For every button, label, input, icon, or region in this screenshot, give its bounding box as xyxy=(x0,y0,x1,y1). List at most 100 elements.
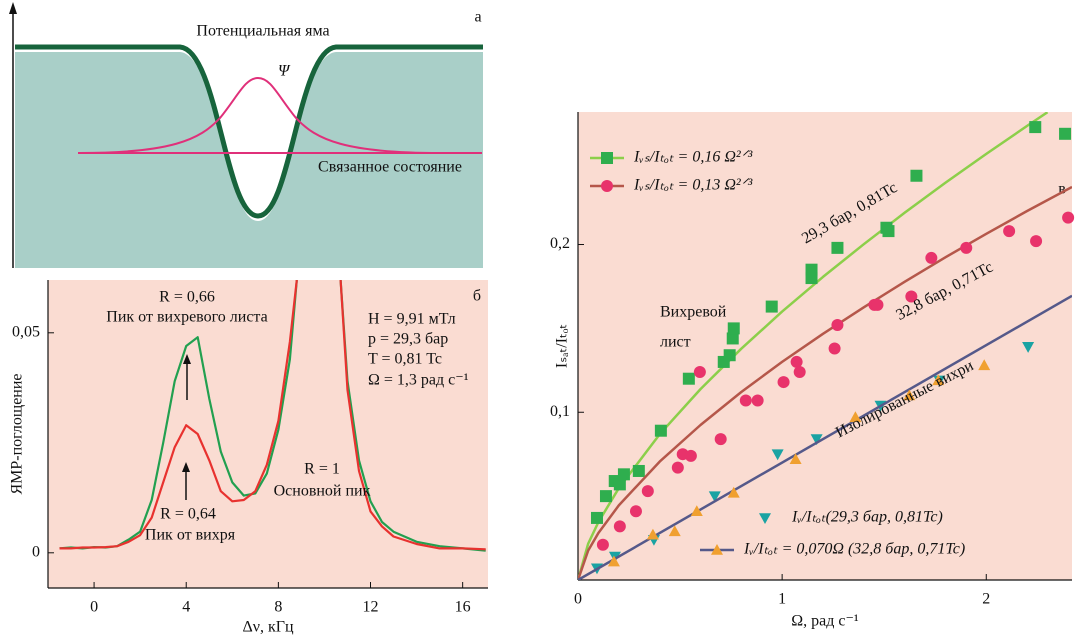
marker xyxy=(668,525,681,537)
marker xyxy=(777,376,790,389)
plot-area xyxy=(48,280,488,588)
legend-marker xyxy=(601,180,613,192)
axis-arrow xyxy=(9,2,17,14)
x-tick-label: 0 xyxy=(574,591,582,608)
fit-line xyxy=(578,294,1072,580)
x-tick-label: 8 xyxy=(274,599,282,616)
marker xyxy=(726,332,739,345)
wavefunction xyxy=(79,76,441,154)
marker xyxy=(1062,211,1075,224)
annotation: Основной пик xyxy=(274,483,371,500)
marker xyxy=(925,251,938,264)
arrow-head xyxy=(183,354,191,364)
state-label: Связанное состояние xyxy=(318,159,462,176)
marker xyxy=(723,349,736,362)
x-tick-label: 0 xyxy=(90,599,98,616)
y-axis-label: Iₛₐₜ/Iₜₒₜ xyxy=(554,324,571,368)
panel-a: Потенциальная яма а Ψ Связанное состояни… xyxy=(9,2,483,268)
marker xyxy=(871,298,884,311)
marker xyxy=(654,424,667,437)
marker xyxy=(599,490,612,503)
marker xyxy=(831,241,844,254)
marker xyxy=(751,394,764,407)
line xyxy=(59,280,486,551)
marker xyxy=(739,394,752,407)
y-tick-label: 0,2 xyxy=(550,235,570,252)
marker xyxy=(613,520,626,533)
marker xyxy=(1059,127,1072,140)
marker xyxy=(682,372,695,385)
x-axis-label: Δν, кГц xyxy=(242,619,294,636)
annotation: T = 0,81 Tc xyxy=(368,351,442,368)
legend-marker xyxy=(601,152,613,164)
marker xyxy=(960,241,973,254)
legend-label: Iᵥ/Iₜₒₜ = 0,070Ω (32,8 бар, 0,71Tc) xyxy=(743,541,965,558)
annotation: H = 9,91 мТл xyxy=(368,311,456,328)
arrows xyxy=(182,354,191,500)
marker xyxy=(671,461,684,474)
diagram-title: Потенциальная яма xyxy=(196,23,329,40)
marker xyxy=(789,453,802,465)
marker xyxy=(641,485,654,498)
fit-line xyxy=(578,185,1072,580)
y-tick-label: 0,05 xyxy=(12,323,40,340)
x-tick-label: 2 xyxy=(982,591,990,608)
marker xyxy=(831,319,844,332)
marker xyxy=(1030,235,1043,248)
x-axis-label: Ω, рад с⁻¹ xyxy=(791,613,859,630)
legend-label: Iᵥₛ/Iₜₒₜ = 0,16 Ω²ᐟ³ xyxy=(633,149,752,166)
plot-area xyxy=(578,112,1072,580)
legend-marker xyxy=(759,513,771,524)
x-tick-label: 16 xyxy=(455,599,471,616)
marker xyxy=(727,322,740,335)
marker xyxy=(905,290,918,303)
fit-line xyxy=(578,112,1049,580)
marker xyxy=(708,491,721,503)
annotation: R = 0,66 xyxy=(159,289,215,306)
y-axis-label: ЯМР-поглощение xyxy=(9,373,26,494)
marker xyxy=(790,355,803,368)
annotation: R = 1 xyxy=(304,461,340,478)
marker xyxy=(608,551,621,563)
marker xyxy=(910,169,923,182)
legend-label: Iᵥ/Iₜₒₜ(29,3 бар, 0,81Tc) xyxy=(791,509,943,526)
y-tick-label: 0 xyxy=(32,543,40,560)
marker xyxy=(693,366,706,378)
annotation: Пик от вихревого листа xyxy=(106,309,267,326)
marker xyxy=(714,433,727,446)
panel-label: в xyxy=(1058,181,1066,198)
marker xyxy=(727,486,740,498)
marker xyxy=(810,434,823,446)
legend-label: Iᵥₛ/Iₜₒₜ = 0,13 Ω²ᐟ³ xyxy=(633,177,752,194)
marker xyxy=(1022,342,1035,353)
annotation: Пик от вихря xyxy=(145,527,236,544)
marker xyxy=(607,555,620,567)
marker xyxy=(646,528,659,540)
marker xyxy=(882,225,895,238)
well-region xyxy=(15,52,483,268)
x-tick-label: 12 xyxy=(363,599,379,616)
marker xyxy=(629,505,642,518)
marker xyxy=(632,464,645,477)
marker xyxy=(903,389,916,401)
marker xyxy=(617,468,630,481)
marker xyxy=(684,449,697,462)
marker xyxy=(765,300,778,313)
marker xyxy=(613,478,626,491)
y-tick-label: 0,1 xyxy=(550,403,570,420)
potential-curve xyxy=(15,44,483,219)
annotation: лист xyxy=(660,334,691,351)
annotation: Вихревой xyxy=(660,304,727,321)
panel-label: а xyxy=(474,9,481,26)
annotation: R = 0,64 xyxy=(160,506,216,523)
marker xyxy=(849,411,862,423)
x-tick-label: 1 xyxy=(778,591,786,608)
x-tick-label: 4 xyxy=(182,599,190,616)
legend-marker xyxy=(711,544,723,555)
marker xyxy=(932,374,945,386)
arrow-head xyxy=(182,462,190,472)
marker xyxy=(793,366,806,378)
marker xyxy=(596,538,609,551)
marker xyxy=(1003,225,1016,238)
